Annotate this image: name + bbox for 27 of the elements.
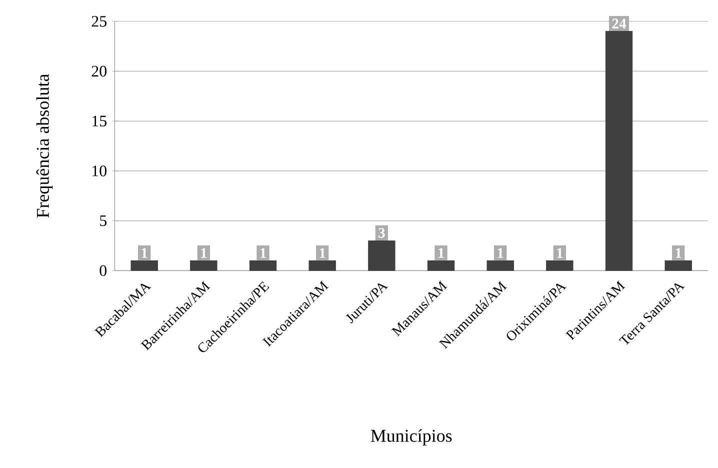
bar (368, 240, 396, 271)
bar (486, 260, 514, 271)
data-label: 1 (201, 248, 207, 258)
x-axis-title: Municípios (370, 429, 452, 446)
data-label: 1 (260, 248, 266, 258)
y-tick-label: 20 (92, 66, 106, 77)
bar (190, 260, 218, 271)
data-label: 3 (378, 228, 385, 238)
data-label: 24 (612, 18, 626, 28)
data-label: 1 (320, 248, 326, 258)
data-label: 1 (142, 248, 148, 258)
y-tick-label: 10 (92, 166, 106, 176)
y-axis-title: Frequência absoluta (36, 74, 53, 218)
data-label: 1 (676, 248, 682, 258)
bar (427, 260, 455, 271)
bar (664, 260, 692, 271)
data-label: 1 (498, 248, 504, 258)
y-tick-label: 0 (100, 265, 106, 276)
data-label: 1 (557, 248, 563, 258)
bar (546, 260, 574, 271)
y-tick-label: 5 (100, 215, 106, 226)
y-tick-label: 25 (92, 16, 106, 27)
y-tick-label: 15 (92, 116, 106, 126)
bar (130, 260, 158, 271)
bar (249, 260, 277, 271)
data-label: 1 (438, 248, 444, 258)
bar (308, 260, 336, 271)
